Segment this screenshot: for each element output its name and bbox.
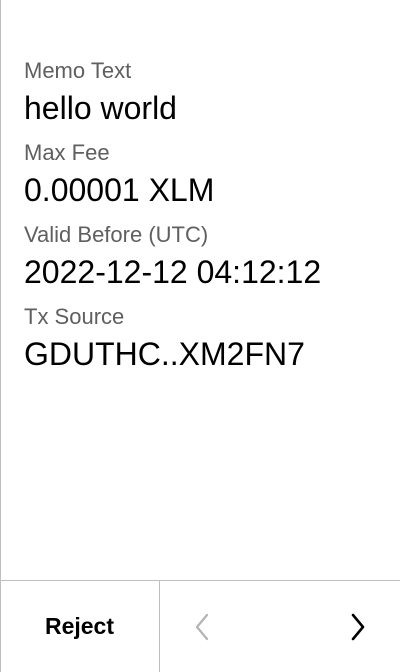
footer-bar: Reject [0,580,400,672]
next-page-button[interactable] [346,611,370,643]
screen-left-border [0,0,1,672]
chevron-left-icon [195,613,209,640]
max-fee-label: Max Fee [24,140,110,165]
max-fee-value: 0.00001 XLM [24,172,215,208]
valid-before-value: 2022-12-12 04:12:12 [24,254,322,290]
memo-text-value: hello world [24,90,177,126]
valid-before-label: Valid Before (UTC) [24,222,209,247]
memo-text-label: Memo Text [24,58,132,83]
tx-source-label: Tx Source [24,304,125,329]
page-navigation [160,581,400,672]
previous-page-button[interactable] [190,611,214,643]
tx-source-value: GDUTHC..XM2FN7 [24,336,305,372]
reject-button[interactable]: Reject [0,581,160,672]
transaction-details: Memo Text hello world Max Fee 0.00001 XL… [24,58,384,386]
chevron-right-icon [351,613,365,640]
